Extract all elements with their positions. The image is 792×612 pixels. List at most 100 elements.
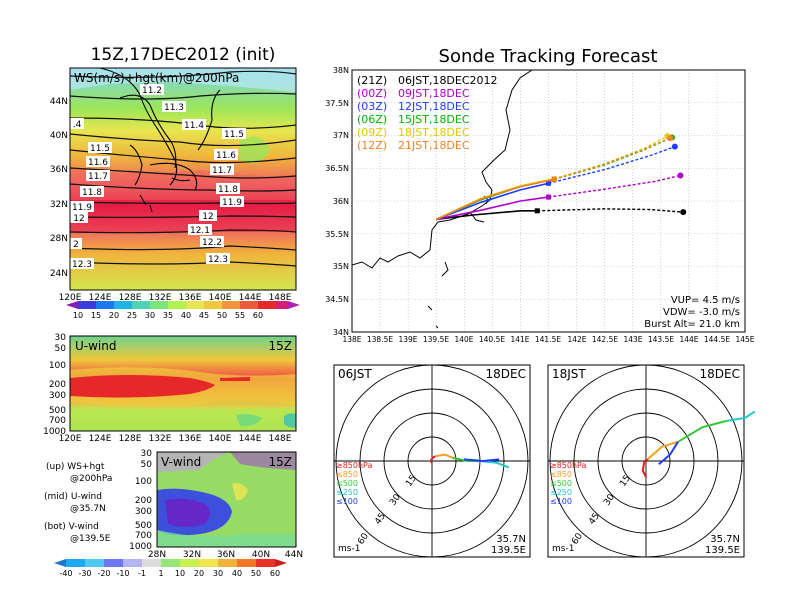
track-line-ascent [436,210,538,221]
vwind-y-tick: 1000 [129,542,152,552]
track-x-tick: 141E [510,335,529,344]
track-y-tick: 34N [333,328,349,337]
vwind-x-tick: 36N [217,550,235,560]
svg-text:12.1: 12.1 [190,226,210,236]
ws-map-label: WS(m/s)+hgt(km)@200hPa [74,71,239,85]
hodograph-1: 15 30 45 60 06JST 18DEC ≥850hPa ≤850 ≤50… [333,364,531,558]
legend-bot-line1: (bot) V-wind [44,522,99,532]
track-y-tick: 36.5N [325,164,349,173]
legend-mid-line2: @35.7N [70,504,106,514]
uwind-x-ticks: 120E 124E 128E 132E 136E 140E 144E 148E [59,434,292,444]
ws-colorbar [66,301,300,309]
legend-time: 12JST,18DEC [398,100,470,113]
uwind-y-tick: 50 [55,344,67,354]
legend-code: (12Z) [357,139,387,152]
legend-entry-21z: (21Z) 06JST,18DEC2012 [357,74,498,87]
colorbar-tick: 20 [194,569,204,578]
hodograph-trace [646,440,679,461]
colorbar-tick: 35 [163,311,173,320]
hodograph-trace [677,420,727,443]
track-x-tick: 141.5E [535,335,561,344]
contour-label: 11.9 [220,196,244,208]
svg-text:11.8: 11.8 [218,185,238,195]
legend-entry-03z: (03Z) 12JST,18DEC [357,100,470,113]
level-label: ≥850hPa [550,461,587,470]
ws-map-lon-ticks: 120E 124E 128E 132E 136E 140E 144E 148E [59,293,292,303]
vwind-time: 15Z [269,455,293,469]
uwind-panel [70,336,296,431]
uwind-x-tick: 148E [269,434,292,444]
wind-colorbar-ticks: -40 -30 -20 -10 -1 1 10 20 30 40 50 60 [59,569,280,578]
colorbar-tick: 40 [232,569,242,578]
svg-text:11.8: 11.8 [82,188,102,198]
contour-label: 11.6 [86,156,110,168]
ws-map-frame [69,67,297,291]
track-y-tick: 34.5N [325,295,349,304]
svg-text:11.5: 11.5 [224,130,244,140]
left-title: 15Z,17DEC2012 (init) [91,45,276,65]
vwind-label: V-wind [161,455,201,469]
track-line-descent [548,145,676,184]
uwind-time: 15Z [269,339,293,353]
legend-entry-09z: (09Z) 18JST,18DEC [357,126,470,139]
legend-code: (09Z) [357,126,387,139]
colorbar-tick: 1 [158,569,163,578]
vwind-y-ticks: 30 50 100 200 300 500 700 1000 [129,449,152,552]
uwind-y-tick: 30 [55,333,67,343]
lon-tick: 140E [209,293,232,303]
uwind-y-tick: 200 [49,380,66,390]
svg-text:2: 2 [73,240,79,250]
lat-tick: 40N [50,131,68,141]
uwind-x-tick: 132E [149,434,172,444]
colorbar-tick: 50 [217,311,227,320]
hodograph-trace [463,458,500,463]
colorbar-tick: -10 [116,569,129,578]
legend-code: (00Z) [357,87,387,100]
landing-marker [671,143,678,150]
svg-text:11.3: 11.3 [164,103,184,113]
contour-label: 11.4 [182,119,206,131]
colorbar-tick: -1 [138,569,146,578]
track-line-descent [553,137,671,181]
track-x-ticks: 138E 138.5E 139E 139.5E 140E 140.5E 141E… [342,335,754,344]
legend-bot-line2: @139.5E [70,534,111,544]
contour-label: 11.9 [70,201,94,213]
uwind-frame [69,335,297,432]
uwind-x-tick: 144E [239,434,262,444]
lon-tick: 144E [239,293,262,303]
track-x-tick: 139E [398,335,417,344]
colorbar-tick: 55 [235,311,245,320]
contour-label: 12 [70,212,88,224]
legend-code: (03Z) [357,100,387,113]
legend-time: 15JST,18DEC [398,113,470,126]
contour-label: 11.7 [86,170,110,182]
hodograph-trace [725,410,756,422]
hodograph-2-rings [548,364,744,558]
burst-marker [546,194,551,200]
hodograph-1-lat: 35.7N [496,534,526,545]
colorbar-tick: 20 [109,311,119,320]
legend-code: (06Z) [357,113,387,126]
uwind-x-tick: 128E [119,434,142,444]
vwind-y-tick: 50 [141,460,153,470]
legend-mid-line1: (mid) U-wind [44,492,102,502]
svg-text:11.9: 11.9 [72,203,92,213]
contour-label: 2 [70,238,82,250]
track-frame [351,69,746,333]
vwind-y-tick: 100 [135,477,152,487]
vdw-text: VDW= -3.0 m/s [663,307,740,318]
contour-label: .4 [70,118,84,130]
burst-marker [534,208,540,214]
colorbar-tick: 60 [253,311,263,320]
track-line-ascent [436,196,549,221]
hodograph-2-date: 18DEC [700,367,740,381]
hodograph-trace [641,458,649,478]
contour-label: 12.3 [70,258,94,270]
hodograph-1-traces [429,453,510,469]
uwind-y-tick: 300 [49,391,66,401]
vwind-y-tick: 300 [135,507,152,517]
colorbar-tick: 10 [73,311,83,320]
lat-tick: 36N [50,165,68,175]
level-label: ≤250 [550,488,572,497]
